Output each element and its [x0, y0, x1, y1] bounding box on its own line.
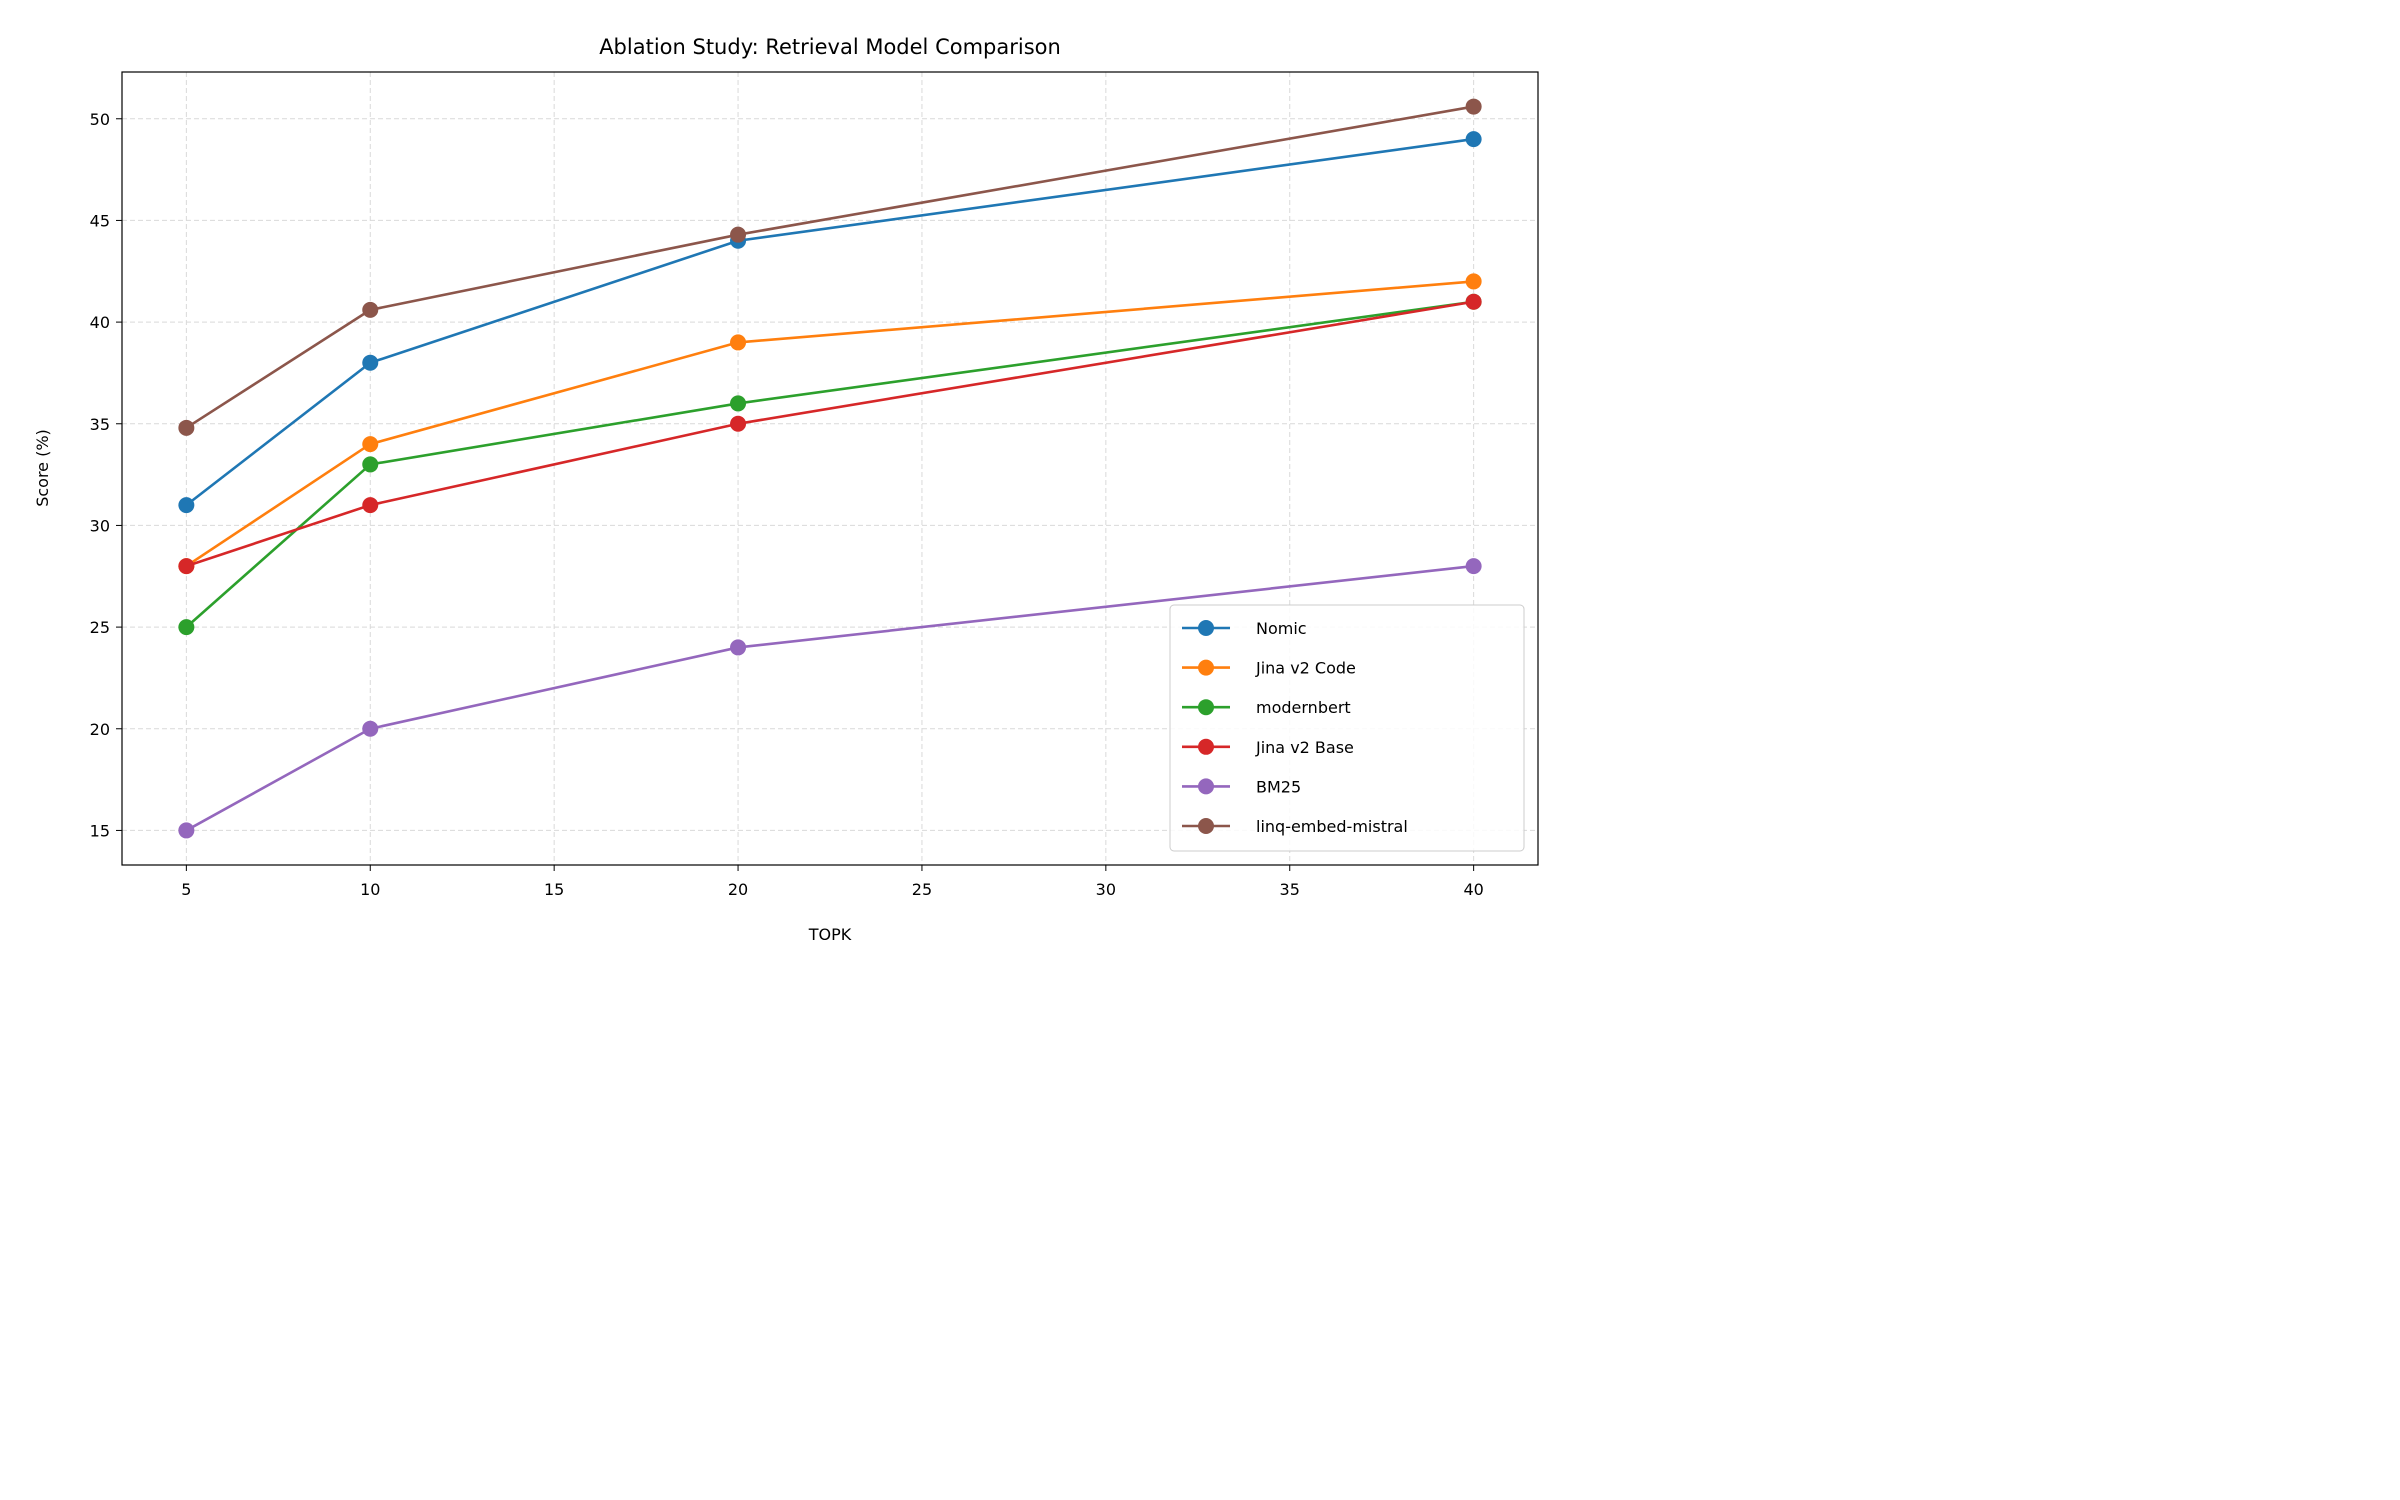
plot-frame: [121, 71, 1539, 866]
series-nomic: [178, 131, 1482, 514]
series-line-nomic: [185, 137, 1474, 507]
y-tick-label: 50: [90, 110, 110, 129]
chart: 5 10 15 20 25 30 35 40 15 20 25 30 35 40 45 50 Ablation…: [33, 35, 1539, 944]
series-line-jina-v2-code: [185, 280, 1474, 568]
series-jina-v2-code: [178, 273, 1482, 575]
legend-label: BM25: [1256, 777, 1301, 796]
y-tick-label: 15: [90, 821, 110, 840]
data-point-nomic: [362, 354, 379, 371]
legend-box: [1169, 604, 1525, 852]
y-tick-label: 30: [90, 516, 110, 535]
data-point-linq-embed-mistral: [730, 226, 747, 243]
data-point-jina-v2-code: [1465, 273, 1482, 290]
y-tick-label: 25: [90, 618, 110, 637]
y-tick-label: 20: [90, 720, 110, 739]
x-tick-label: 20: [728, 880, 748, 899]
legend: Nomic Jina v2 Code modernbert Jina v2 Base B…: [1169, 604, 1525, 852]
data-point-jina-v2-base: [1465, 293, 1482, 310]
data-point-bm25: [730, 639, 747, 656]
x-tick-label: 30: [1096, 880, 1116, 899]
data-point-bm25: [1465, 558, 1482, 575]
legend-item-nomic: Nomic: [1182, 619, 1307, 638]
data-point-linq-embed-mistral: [178, 419, 195, 436]
x-tick-label: 5: [181, 880, 191, 899]
data-point-bm25: [178, 822, 195, 839]
series-linq-embed-mistral: [178, 98, 1482, 436]
legend-item-jina-v2-code: Jina v2 Code: [1182, 659, 1356, 678]
legend-marker: [1198, 778, 1214, 795]
data-point-modernbert: [362, 456, 379, 473]
y-tick-label: 45: [90, 211, 110, 230]
data-point-linq-embed-mistral: [1465, 98, 1482, 115]
legend-item-bm25: BM25: [1182, 777, 1301, 796]
series-line-jina-v2-base: [185, 300, 1474, 568]
legend-marker: [1198, 699, 1214, 716]
series-jina-v2-base: [178, 293, 1482, 575]
legend-marker: [1198, 659, 1214, 676]
data-point-modernbert: [178, 619, 195, 636]
legend-label: modernbert: [1256, 698, 1351, 717]
legend-label: Jina v2 Code: [1255, 659, 1356, 678]
x-tick-label: 15: [544, 880, 564, 899]
chart-title: Ablation Study: Retrieval Model Comparis…: [599, 35, 1061, 59]
x-tick-label: 35: [1280, 880, 1300, 899]
data-point-jina-v2-base: [362, 497, 379, 514]
data-point-bm25: [362, 720, 379, 737]
y-tick-label: 40: [90, 313, 110, 332]
x-tick-label: 25: [912, 880, 932, 899]
series-layer: [178, 98, 1482, 839]
legend-label: Nomic: [1256, 619, 1307, 638]
legend-item-modernbert: modernbert: [1182, 698, 1351, 717]
legend-marker: [1198, 620, 1214, 636]
x-tick-label: 10: [360, 880, 380, 899]
series-modernbert: [178, 293, 1482, 636]
series-line-bm25: [185, 564, 1474, 832]
data-point-linq-embed-mistral: [362, 301, 379, 318]
legend-item-jina-v2-base: Jina v2 Base: [1182, 738, 1354, 757]
series-bm25: [178, 558, 1482, 839]
data-point-modernbert: [730, 395, 747, 412]
data-point-nomic: [178, 497, 195, 514]
legend-marker: [1198, 738, 1214, 755]
legend-label: linq-embed-mistral: [1256, 817, 1408, 836]
x-tick-label: 40: [1463, 880, 1483, 899]
legend-marker: [1198, 818, 1214, 834]
data-point-jina-v2-base: [178, 558, 195, 575]
axes-layer: 5 10 15 20 25 30 35 40 15 20 25 30 35 40 45 50: [90, 110, 1484, 899]
legend-item-linq-embed-mistral: linq-embed-mistral: [1182, 817, 1408, 836]
data-point-jina-v2-code: [362, 436, 379, 453]
data-point-jina-v2-code: [730, 334, 747, 351]
legend-label: Jina v2 Base: [1255, 738, 1354, 757]
y-axis-label: Score (%): [33, 429, 52, 507]
series-line-linq-embed-mistral: [185, 105, 1474, 429]
series-line-modernbert: [185, 300, 1474, 629]
y-tick-label: 35: [90, 415, 110, 434]
data-point-jina-v2-base: [730, 415, 747, 432]
data-point-nomic: [1465, 131, 1482, 148]
x-axis-label: TOPK: [808, 925, 852, 944]
